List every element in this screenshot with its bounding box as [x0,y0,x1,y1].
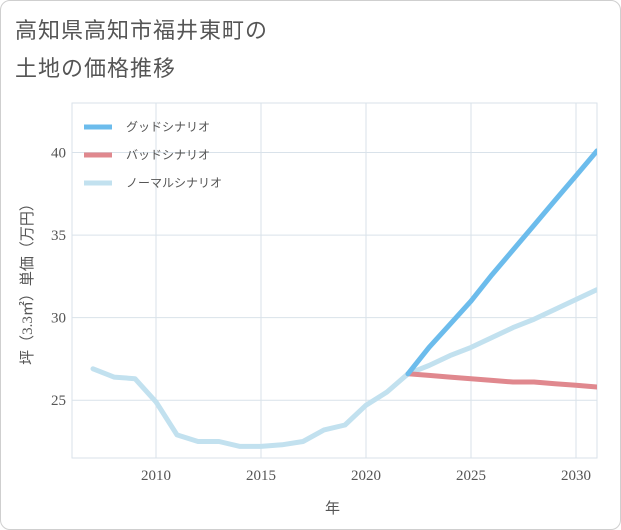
chart-title: 高知県高知市福井東町の 土地の価格推移 [15,13,268,89]
x-tick-label: 2010 [141,468,171,484]
legend-label-0: グッドシナリオ [126,120,210,134]
chart-title-line-2: 土地の価格推移 [15,57,177,82]
x-axis-title: 年 [325,500,340,517]
x-tick-label: 2015 [246,468,276,484]
plot-frame [71,102,598,459]
legend-label-2: ノーマルシナリオ [126,176,222,190]
series-line-0 [405,148,597,377]
x-tick-label: 2020 [351,468,381,484]
x-tick-label: 2025 [456,468,486,484]
x-tick-label: 2030 [561,468,591,484]
y-axis-title: 坪（3.3㎡）単価（万円） [19,196,36,365]
y-tick-label: 35 [51,228,66,244]
series-line-1 [405,371,597,390]
chart-title-line-1: 高知県高知市福井東町の [15,19,269,44]
y-tick-label: 25 [51,393,66,409]
legend-label-1: バッドシナリオ [126,148,210,162]
y-tick-label: 30 [51,311,66,327]
y-tick-label: 40 [51,146,66,162]
series-line-2 [90,287,597,449]
